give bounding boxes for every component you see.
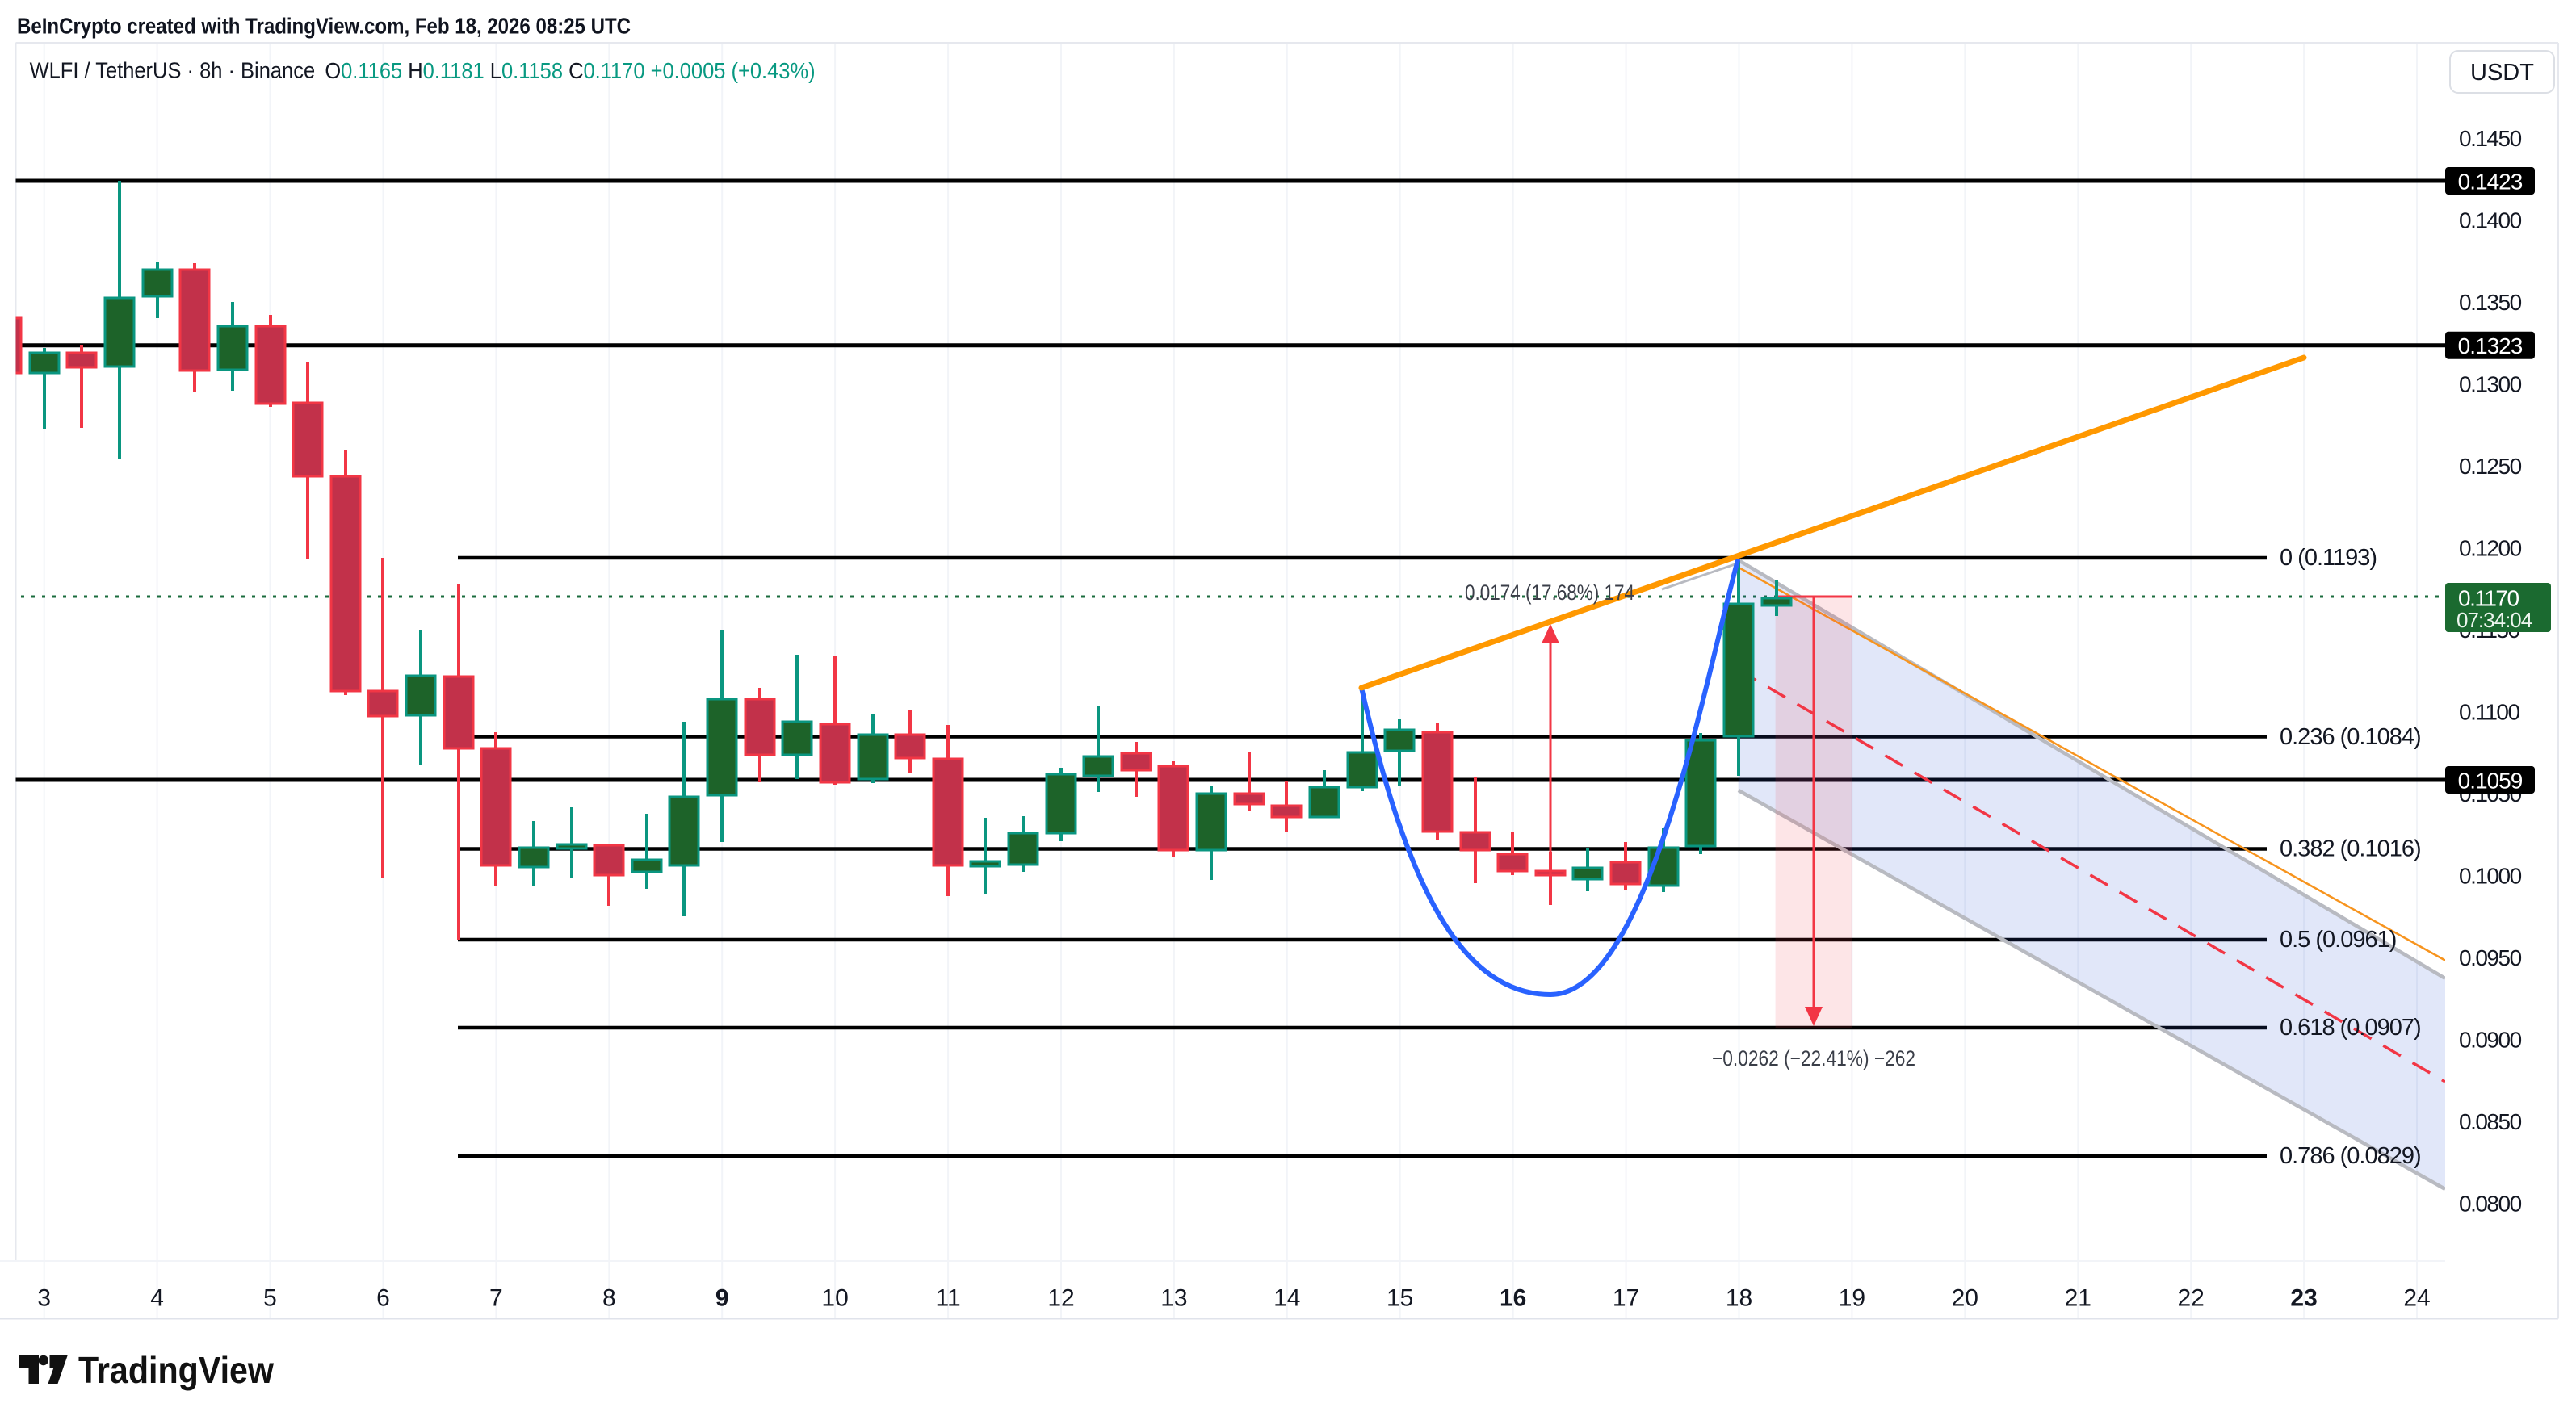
svg-text:5: 5 <box>263 1285 277 1312</box>
svg-text:12: 12 <box>1047 1285 1074 1312</box>
svg-text:18: 18 <box>1726 1285 1752 1312</box>
svg-text:0.1200: 0.1200 <box>2459 536 2522 561</box>
svg-text:0.0800: 0.0800 <box>2459 1192 2522 1217</box>
svg-text:0.618 (0.0907): 0.618 (0.0907) <box>2280 1015 2421 1041</box>
svg-text:TradingView: TradingView <box>78 1349 274 1391</box>
svg-text:16: 16 <box>1500 1285 1526 1312</box>
svg-text:0.0900: 0.0900 <box>2459 1028 2522 1053</box>
svg-text:19: 19 <box>1839 1285 1865 1312</box>
svg-text:20: 20 <box>1952 1285 1978 1312</box>
svg-text:0.0950: 0.0950 <box>2459 945 2522 970</box>
svg-text:13: 13 <box>1160 1285 1187 1312</box>
svg-text:0.0174 (17.68%) 174: 0.0174 (17.68%) 174 <box>1465 580 1634 605</box>
svg-text:6: 6 <box>376 1285 390 1312</box>
svg-text:0.1350: 0.1350 <box>2459 290 2522 315</box>
svg-text:0.382 (0.1016): 0.382 (0.1016) <box>2280 836 2421 862</box>
svg-text:17: 17 <box>1613 1285 1639 1312</box>
svg-text:7: 7 <box>489 1285 503 1312</box>
svg-text:0 (0.1193): 0 (0.1193) <box>2280 545 2377 571</box>
svg-text:USDT: USDT <box>2470 60 2534 86</box>
svg-text:0.1000: 0.1000 <box>2459 864 2522 889</box>
svg-text:BeInCrypto created with Tradin: BeInCrypto created with TradingView.com,… <box>17 14 631 39</box>
svg-text:0.1100: 0.1100 <box>2459 700 2519 725</box>
svg-text:14: 14 <box>1273 1285 1300 1312</box>
svg-text:22: 22 <box>2178 1285 2205 1312</box>
svg-text:−0.0262 (−22.41%) −262: −0.0262 (−22.41%) −262 <box>1712 1046 1915 1070</box>
svg-text:15: 15 <box>1387 1285 1413 1312</box>
svg-text:0.0850: 0.0850 <box>2459 1109 2522 1134</box>
svg-text:21: 21 <box>2065 1285 2091 1312</box>
svg-text:8: 8 <box>602 1285 616 1312</box>
svg-text:0.1423: 0.1423 <box>2458 170 2523 195</box>
svg-text:0.1170: 0.1170 <box>2458 586 2519 611</box>
svg-text:0.236 (0.1084): 0.236 (0.1084) <box>2280 724 2421 750</box>
svg-text:0.1250: 0.1250 <box>2459 454 2522 479</box>
svg-text:4: 4 <box>150 1285 164 1312</box>
svg-text:0.1450: 0.1450 <box>2459 126 2522 151</box>
svg-text:0.5 (0.0961): 0.5 (0.0961) <box>2280 927 2396 953</box>
svg-text:0.1400: 0.1400 <box>2459 208 2522 233</box>
svg-text:23: 23 <box>2290 1285 2317 1312</box>
svg-text:11: 11 <box>936 1285 961 1312</box>
svg-text:WLFI / TetherUS · 8h · Binance: WLFI / TetherUS · 8h · Binance O0.1165 H… <box>30 58 816 83</box>
svg-text:10: 10 <box>821 1285 848 1312</box>
svg-text:3: 3 <box>37 1285 51 1312</box>
svg-text:0.1300: 0.1300 <box>2459 372 2522 397</box>
svg-text:0.786 (0.0829): 0.786 (0.0829) <box>2280 1143 2421 1169</box>
svg-text:0.1323: 0.1323 <box>2458 333 2523 358</box>
svg-text:07:34:04: 07:34:04 <box>2456 608 2532 632</box>
svg-text:0.1059: 0.1059 <box>2458 769 2523 794</box>
svg-text:9: 9 <box>715 1285 729 1312</box>
svg-text:24: 24 <box>2403 1285 2430 1312</box>
